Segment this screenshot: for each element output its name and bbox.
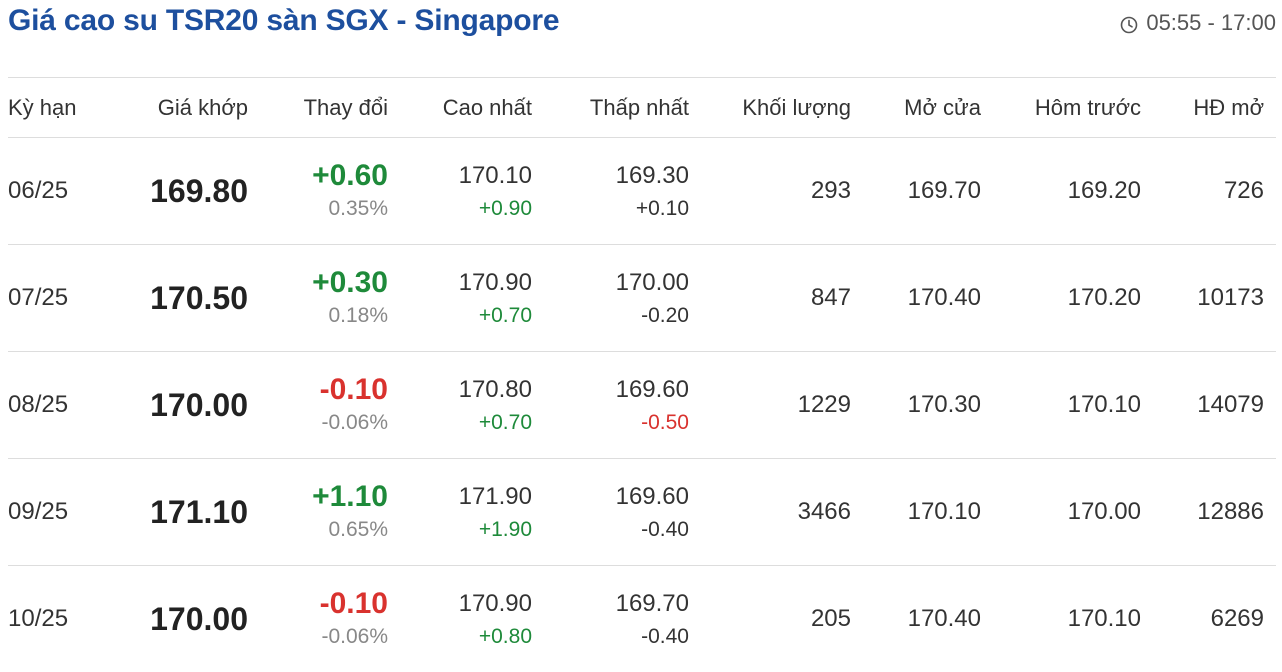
open-cell: 170.40 — [907, 605, 981, 632]
page-header: Giá cao su TSR20 sàn SGX - Singapore 05:… — [8, 0, 1276, 48]
term-cell: 07/25 — [8, 284, 69, 311]
change-cell: -0.10 -0.06% — [248, 372, 388, 438]
low-cell: 169.30 +0.10 — [532, 158, 689, 224]
low-value: 169.30 — [615, 162, 689, 189]
table-row: 07/25 170.50 +0.30 0.18% 170.90 +0.70 17… — [8, 244, 1276, 351]
high-value: 170.90 — [458, 590, 532, 617]
term-cell: 09/25 — [8, 498, 69, 525]
column-header-open-interest: HĐ mở — [1193, 94, 1264, 120]
low-change: +0.10 — [635, 197, 689, 220]
volume-cell: 293 — [810, 177, 851, 204]
low-cell: 169.60 -0.50 — [532, 372, 689, 438]
volume-cell: 1229 — [797, 391, 851, 418]
low-value: 169.60 — [615, 376, 689, 403]
table-row: 08/25 170.00 -0.10 -0.06% 170.80 +0.70 1… — [8, 351, 1276, 458]
column-header-price: Giá khớp — [157, 94, 248, 120]
high-cell: 170.90 +0.80 — [388, 586, 532, 652]
volume-cell: 205 — [810, 605, 851, 632]
low-cell: 169.70 -0.40 — [532, 586, 689, 652]
change-cell: -0.10 -0.06% — [248, 586, 388, 652]
price-cell: 171.10 — [150, 493, 248, 530]
price-cell: 170.00 — [150, 386, 248, 423]
high-cell: 171.90 +1.90 — [388, 479, 532, 545]
open-interest-cell: 726 — [1223, 177, 1264, 204]
column-header-change: Thay đổi — [303, 94, 388, 120]
prev-cell: 170.10 — [1067, 391, 1141, 418]
price-cell: 170.50 — [150, 279, 248, 316]
high-cell: 170.80 +0.70 — [388, 372, 532, 438]
open-interest-cell: 12886 — [1197, 498, 1264, 525]
term-cell: 06/25 — [8, 177, 69, 204]
change-percent: 0.35% — [328, 197, 388, 220]
low-value: 170.00 — [615, 269, 689, 296]
open-cell: 170.10 — [907, 498, 981, 525]
term-cell: 08/25 — [8, 391, 69, 418]
low-cell: 169.60 -0.40 — [532, 479, 689, 545]
volume-cell: 847 — [810, 284, 851, 311]
change-value: -0.10 — [319, 373, 388, 406]
price-cell: 169.80 — [150, 172, 248, 209]
change-cell: +0.30 0.18% — [248, 265, 388, 331]
change-value: +0.60 — [312, 159, 388, 192]
change-percent: 0.18% — [328, 304, 388, 327]
low-change: -0.40 — [641, 625, 689, 648]
high-cell: 170.10 +0.90 — [388, 158, 532, 224]
page-title: Giá cao su TSR20 sàn SGX - Singapore — [8, 4, 560, 37]
high-value: 170.10 — [458, 162, 532, 189]
low-change: -0.50 — [641, 411, 689, 434]
column-header-low: Thấp nhất — [589, 94, 689, 120]
table-row: 10/25 170.00 -0.10 -0.06% 170.90 +0.80 1… — [8, 565, 1276, 672]
high-change: +1.90 — [478, 518, 532, 541]
column-header-prev: Hôm trước — [1034, 94, 1141, 120]
column-header-open: Mở cửa — [904, 94, 981, 120]
high-value: 171.90 — [458, 483, 532, 510]
change-value: -0.10 — [319, 587, 388, 620]
low-value: 169.70 — [615, 590, 689, 617]
term-cell: 10/25 — [8, 605, 69, 632]
low-change: -0.40 — [641, 518, 689, 541]
column-header-term: Kỳ hạn — [8, 94, 77, 120]
high-change: +0.70 — [478, 304, 532, 327]
open-interest-cell: 10173 — [1197, 284, 1264, 311]
change-cell: +0.60 0.35% — [248, 158, 388, 224]
low-value: 169.60 — [615, 483, 689, 510]
prev-cell: 169.20 — [1067, 177, 1141, 204]
change-value: +1.10 — [312, 480, 388, 513]
table-row: 06/25 169.80 +0.60 0.35% 170.10 +0.90 16… — [8, 137, 1276, 244]
column-header-high: Cao nhất — [442, 94, 532, 120]
change-percent: -0.06% — [321, 625, 388, 648]
high-change: +0.80 — [478, 625, 532, 648]
open-interest-cell: 14079 — [1197, 391, 1264, 418]
change-value: +0.30 — [312, 266, 388, 299]
open-cell: 170.30 — [907, 391, 981, 418]
prev-cell: 170.00 — [1067, 498, 1141, 525]
table-body: 06/25 169.80 +0.60 0.35% 170.10 +0.90 16… — [8, 137, 1276, 672]
price-cell: 170.00 — [150, 600, 248, 637]
table-row: 09/25 171.10 +1.10 0.65% 171.90 +1.90 16… — [8, 458, 1276, 565]
high-value: 170.80 — [458, 376, 532, 403]
high-change: +0.90 — [478, 197, 532, 220]
volume-cell: 3466 — [797, 498, 851, 525]
table-header-row: Kỳ hạn Giá khớp Thay đổi Cao nhất Thấp n… — [8, 77, 1276, 137]
session-time: 05:55 - 17:00 — [1146, 10, 1276, 35]
clock-icon — [1120, 14, 1138, 34]
low-cell: 170.00 -0.20 — [532, 265, 689, 331]
column-header-volume: Khối lượng — [742, 94, 851, 120]
high-cell: 170.90 +0.70 — [388, 265, 532, 331]
high-change: +0.70 — [478, 411, 532, 434]
high-value: 170.90 — [458, 269, 532, 296]
change-percent: 0.65% — [328, 518, 388, 541]
futures-price-table: Kỳ hạn Giá khớp Thay đổi Cao nhất Thấp n… — [8, 77, 1276, 672]
open-cell: 169.70 — [907, 177, 981, 204]
prev-cell: 170.10 — [1067, 605, 1141, 632]
change-percent: -0.06% — [321, 411, 388, 434]
open-interest-cell: 6269 — [1210, 605, 1264, 632]
prev-cell: 170.20 — [1067, 284, 1141, 311]
change-cell: +1.10 0.65% — [248, 479, 388, 545]
trading-session: 05:55 - 17:00 — [1120, 10, 1276, 36]
open-cell: 170.40 — [907, 284, 981, 311]
low-change: -0.20 — [641, 304, 689, 327]
